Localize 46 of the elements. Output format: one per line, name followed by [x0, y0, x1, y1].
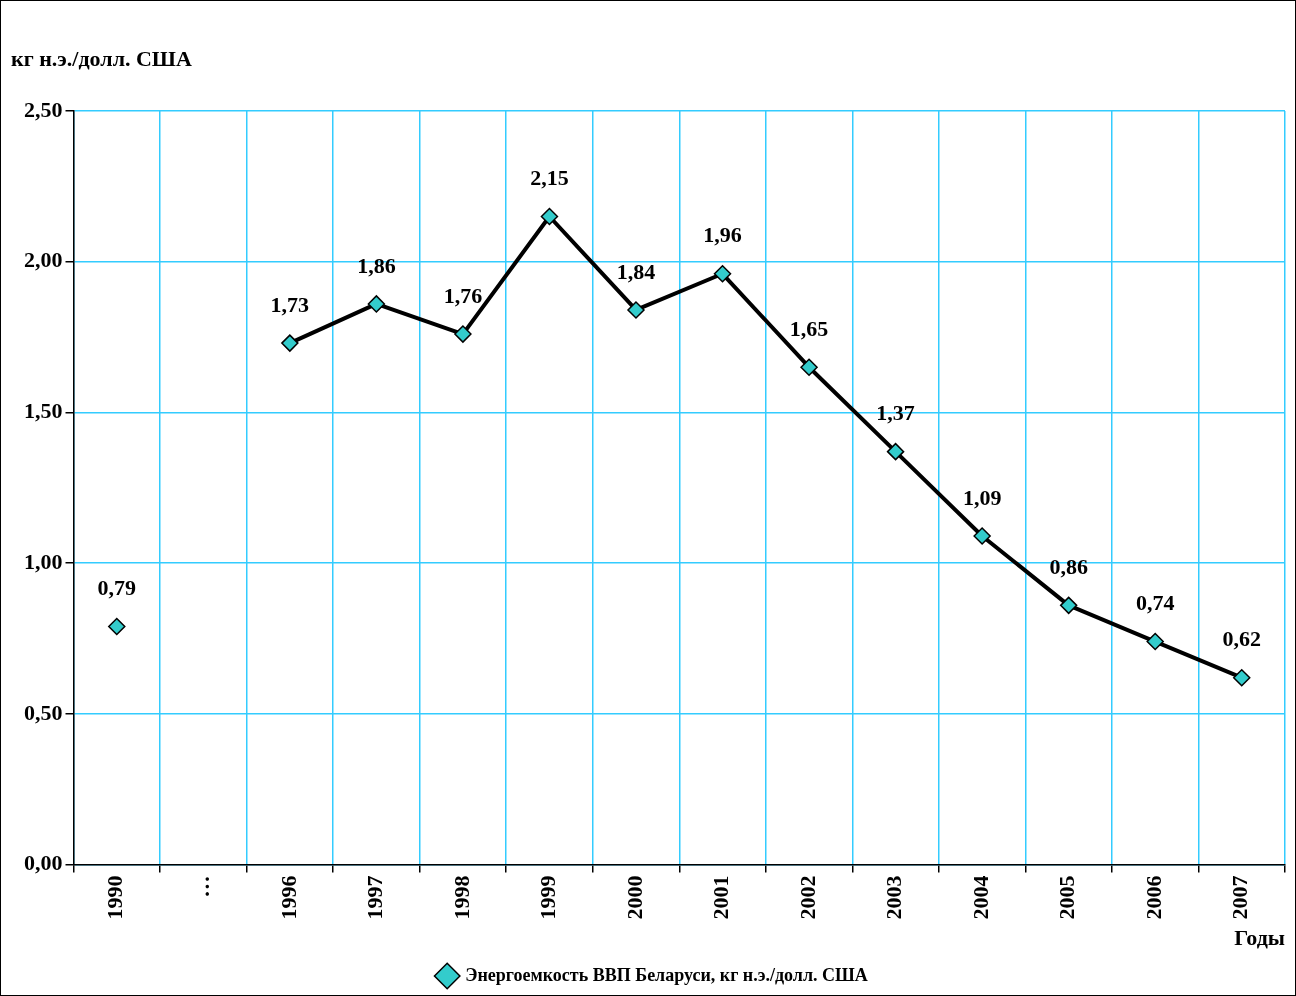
data-label: 1,73 [270, 291, 310, 317]
x-tick-label: 1999 [535, 875, 561, 920]
point [627, 301, 645, 319]
point [1146, 632, 1164, 651]
x-tick-label: 1990 [102, 875, 128, 920]
data-label: 1,96 [703, 222, 742, 248]
data-label: 1,76 [443, 282, 483, 308]
y-tick-label: 2,50 [24, 96, 63, 122]
point [1232, 668, 1251, 687]
point [973, 527, 991, 545]
point [713, 265, 732, 283]
point [108, 617, 126, 636]
x-tick-label: 2000 [621, 875, 647, 920]
point [886, 442, 905, 461]
data-label: 1,65 [789, 315, 829, 341]
y-tick-label: 1,00 [24, 548, 63, 574]
x-tick-label: 2003 [881, 875, 907, 920]
x-tick-label: 2007 [1227, 875, 1253, 920]
data-label: 1,84 [616, 258, 656, 284]
data-label: 1,09 [962, 484, 1002, 510]
y-axis-title: кг н.э./долл. США [11, 45, 193, 71]
y-tick-label: 1,50 [24, 398, 63, 424]
legend-label: Энергоемкость ВВП Беларуси, кг н.э./долл. США [465, 964, 868, 985]
y-tick-label: 0,00 [24, 850, 63, 876]
y-tick-label: 0,50 [24, 699, 63, 725]
data-label: 2,15 [530, 165, 569, 191]
point [281, 334, 299, 352]
x-tick-label: 1998 [448, 875, 474, 920]
x-axis-title: Годы [1234, 925, 1285, 951]
point [540, 207, 559, 226]
data-label: 0,79 [97, 575, 137, 601]
x-tick-label: 2002 [794, 875, 820, 920]
x-tick-label: 1996 [275, 875, 301, 920]
data-label: 0,62 [1222, 626, 1261, 652]
y-tick-label: 2,00 [24, 247, 63, 273]
x-tick-label: … [188, 875, 214, 898]
point [367, 295, 386, 313]
point [1059, 596, 1078, 615]
point [800, 358, 818, 376]
x-tick-label: 2001 [708, 875, 734, 920]
x-tick-label: 2004 [967, 875, 993, 920]
point [454, 325, 472, 343]
x-tick-label: 2005 [1054, 875, 1080, 920]
x-tick-label: 1997 [362, 875, 388, 920]
data-label: 0,74 [1135, 590, 1175, 616]
x-tick-label: 2006 [1140, 875, 1166, 920]
